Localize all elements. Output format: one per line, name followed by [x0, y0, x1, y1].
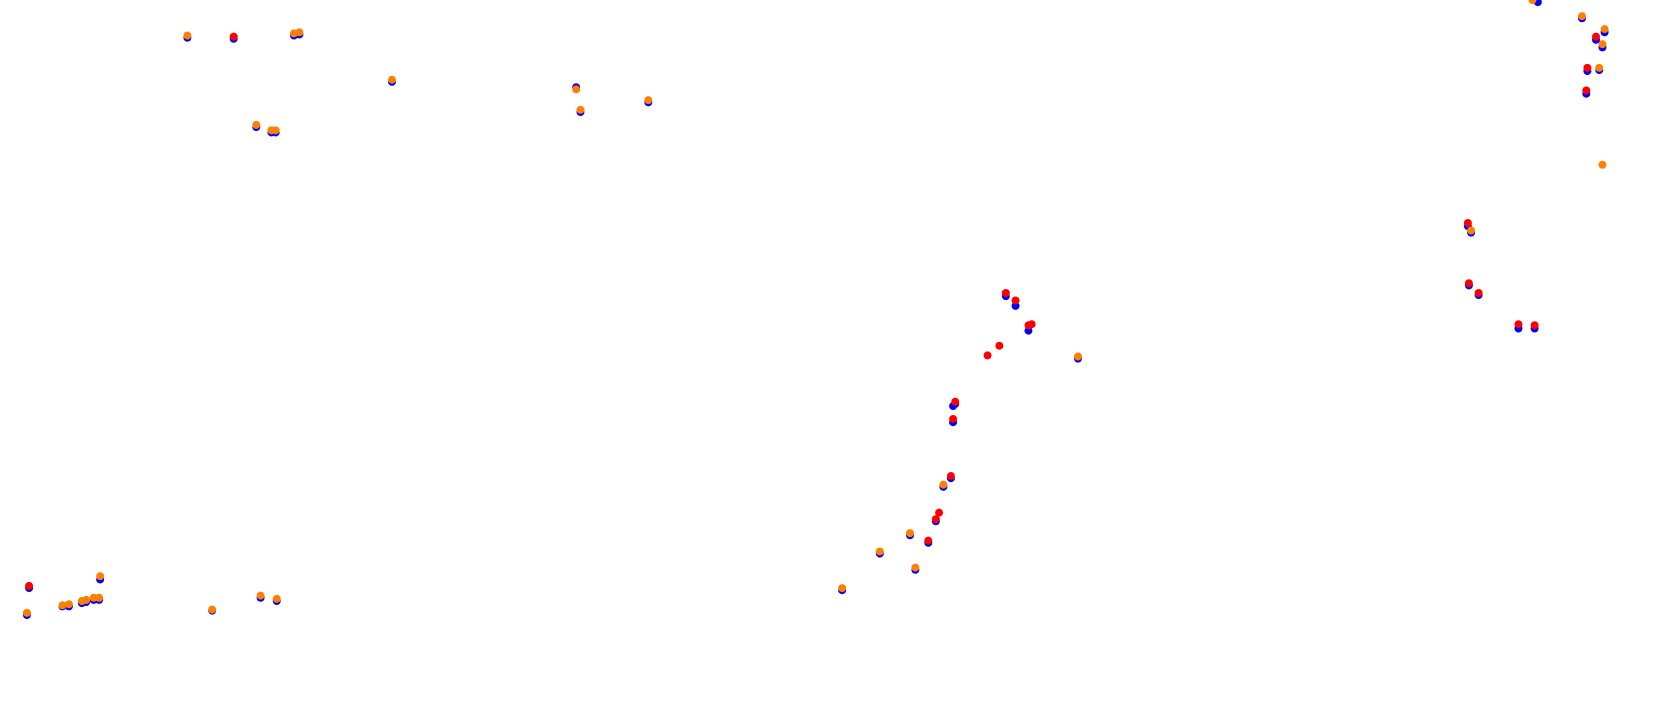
point	[1464, 279, 1473, 288]
point	[1583, 63, 1592, 72]
point	[949, 414, 958, 423]
point	[924, 536, 933, 545]
point	[995, 341, 1004, 350]
point	[295, 28, 304, 37]
point	[252, 120, 261, 129]
point	[1598, 40, 1607, 49]
point	[1530, 321, 1539, 330]
point	[1514, 320, 1523, 329]
point	[931, 515, 940, 524]
point	[946, 472, 955, 481]
point	[983, 351, 992, 360]
point	[1592, 32, 1600, 41]
point	[22, 608, 31, 617]
point	[1463, 218, 1472, 227]
point	[82, 595, 91, 604]
point	[208, 605, 217, 614]
point	[1595, 63, 1604, 72]
point	[939, 480, 948, 489]
point	[96, 572, 105, 581]
point	[572, 85, 581, 94]
point	[58, 601, 67, 610]
point	[1027, 320, 1036, 329]
point	[1578, 12, 1586, 21]
point	[906, 529, 914, 538]
point	[95, 593, 104, 602]
point	[64, 600, 73, 609]
point	[911, 563, 920, 572]
point	[1011, 296, 1020, 305]
point	[183, 31, 192, 40]
point	[1598, 160, 1607, 169]
point	[1582, 86, 1591, 95]
point	[935, 508, 944, 517]
point	[271, 126, 280, 135]
point	[1528, 0, 1537, 4]
point	[644, 96, 653, 105]
point	[1074, 352, 1082, 361]
point	[272, 594, 281, 603]
point	[576, 105, 585, 114]
point	[838, 584, 847, 593]
point	[25, 581, 34, 590]
point	[388, 75, 396, 84]
point	[875, 547, 884, 556]
point	[256, 591, 265, 600]
point	[1001, 288, 1010, 297]
point	[1600, 25, 1609, 34]
point	[1474, 288, 1483, 297]
point	[951, 397, 960, 406]
point	[229, 32, 238, 41]
point	[1467, 226, 1476, 235]
